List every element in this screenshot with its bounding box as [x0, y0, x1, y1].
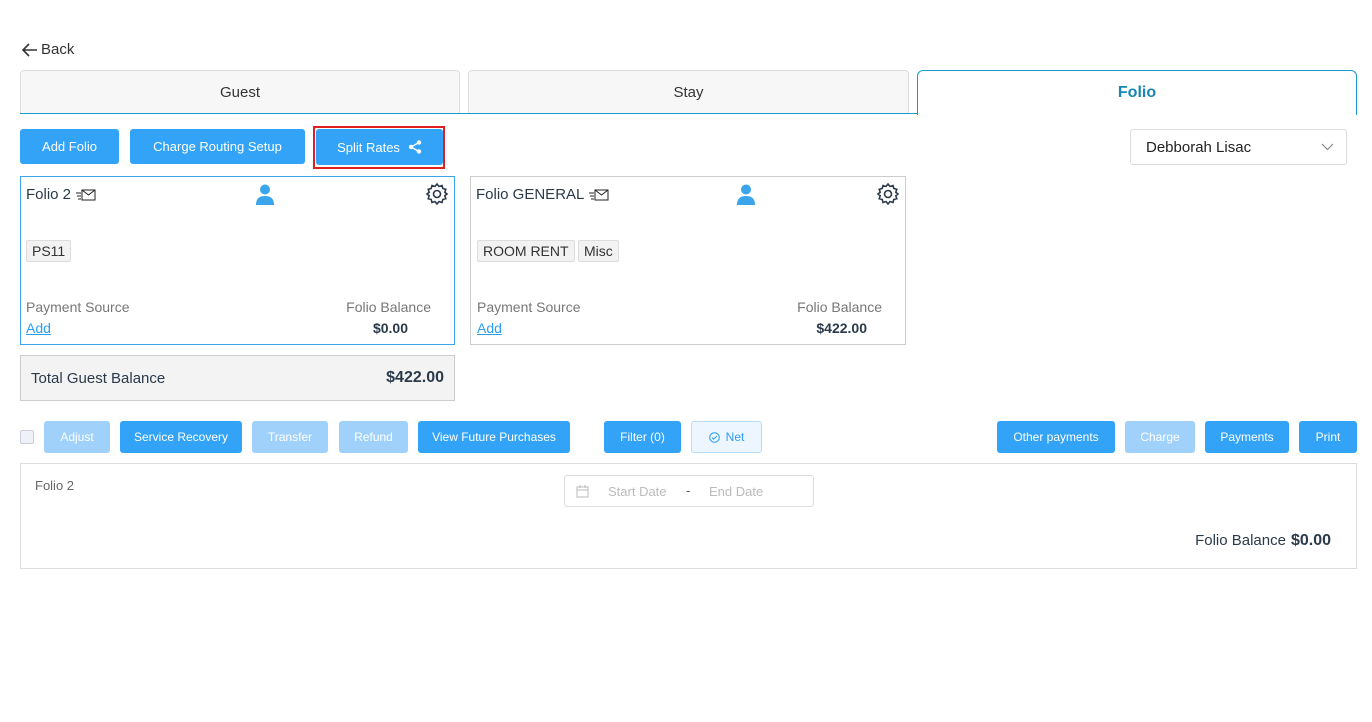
gear-icon[interactable]: [425, 182, 449, 206]
folio-title-row: Folio GENERAL: [476, 186, 609, 203]
adjust-button[interactable]: Adjust: [44, 421, 110, 453]
folio-detail-panel: Folio 2 Start Date - End Date Folio Bala…: [20, 463, 1357, 569]
payments-button[interactable]: Payments: [1205, 421, 1289, 453]
other-payments-button[interactable]: Other payments: [997, 421, 1115, 453]
folio-balance-value: $422.00: [816, 320, 867, 336]
payment-source-label: Payment Source: [477, 299, 581, 315]
add-payment-source-link[interactable]: Add: [26, 320, 51, 336]
gear-icon[interactable]: [876, 182, 900, 206]
envelope-icon[interactable]: [76, 189, 96, 201]
tab-guest[interactable]: Guest: [20, 70, 460, 114]
routing-chip: PS11: [26, 240, 72, 262]
end-date-input[interactable]: End Date: [709, 484, 764, 499]
guest-select-value: Debborah Lisac: [1146, 138, 1252, 156]
split-rates-button[interactable]: Split Rates: [316, 129, 443, 165]
detail-balance-value: $0.00: [1290, 532, 1331, 549]
arrow-left-icon: [22, 42, 37, 57]
folio-card[interactable]: Folio GENERAL ROOM RENT Misc Payment Sou…: [470, 176, 906, 345]
detail-balance-label: Folio Balance: [1195, 532, 1286, 549]
folio-title-row: Folio 2: [26, 186, 96, 203]
tab-folio[interactable]: Folio: [917, 70, 1357, 115]
charge-routing-setup-button[interactable]: Charge Routing Setup: [130, 129, 305, 164]
refund-button[interactable]: Refund: [339, 421, 408, 453]
highlight-box: [313, 126, 445, 169]
add-folio-button[interactable]: Add Folio: [20, 129, 119, 164]
total-value: $422.00: [386, 369, 444, 386]
folio-title: Folio GENERAL: [476, 186, 585, 203]
user-icon[interactable]: [737, 184, 755, 205]
charge-button[interactable]: Charge: [1125, 421, 1195, 453]
date-separator: -: [686, 483, 691, 498]
guest-select[interactable]: Debborah Lisac: [1130, 129, 1347, 165]
filter-button[interactable]: Filter (0): [604, 421, 681, 453]
folio-balance-label: Folio Balance: [346, 299, 431, 315]
net-toggle[interactable]: Net: [691, 421, 762, 453]
transfer-button[interactable]: Transfer: [252, 421, 328, 453]
payment-source-label: Payment Source: [26, 299, 130, 315]
share-icon: [408, 140, 422, 154]
back-label: Back: [41, 41, 75, 58]
chevron-down-icon: [1321, 143, 1334, 151]
date-range-picker[interactable]: Start Date - End Date: [564, 475, 814, 507]
service-recovery-button[interactable]: Service Recovery: [120, 421, 242, 453]
routing-chip: ROOM RENT: [477, 240, 575, 262]
folio-balance-label: Folio Balance: [797, 299, 882, 315]
envelope-icon[interactable]: [589, 189, 609, 201]
total-guest-balance: Total Guest Balance $422.00: [20, 355, 455, 401]
calendar-icon: [576, 485, 589, 498]
add-payment-source-link[interactable]: Add: [477, 320, 502, 336]
print-button[interactable]: Print: [1299, 421, 1357, 453]
tab-stay[interactable]: Stay: [468, 70, 909, 114]
split-rates-label: Split Rates: [337, 139, 400, 155]
detail-folio-name: Folio 2: [35, 478, 75, 493]
folio-card[interactable]: Folio 2 PS11 Payment Source Folio Balanc…: [20, 176, 455, 345]
select-all-checkbox[interactable]: [20, 430, 34, 444]
folio-balance-value: $0.00: [372, 320, 408, 336]
start-date-input[interactable]: Start Date: [608, 484, 667, 499]
net-label: Net: [725, 430, 745, 444]
folio-title: Folio 2: [26, 186, 72, 203]
detail-balance: Folio Balance $0.00: [1195, 532, 1331, 550]
routing-chip: Misc: [578, 240, 619, 262]
view-future-purchases-button[interactable]: View Future Purchases: [418, 421, 570, 453]
user-icon[interactable]: [256, 184, 274, 205]
tab-divider: [20, 113, 917, 114]
check-circle-icon: [708, 431, 720, 443]
total-label: Total Guest Balance: [31, 369, 166, 387]
back-link[interactable]: Back: [22, 41, 74, 58]
